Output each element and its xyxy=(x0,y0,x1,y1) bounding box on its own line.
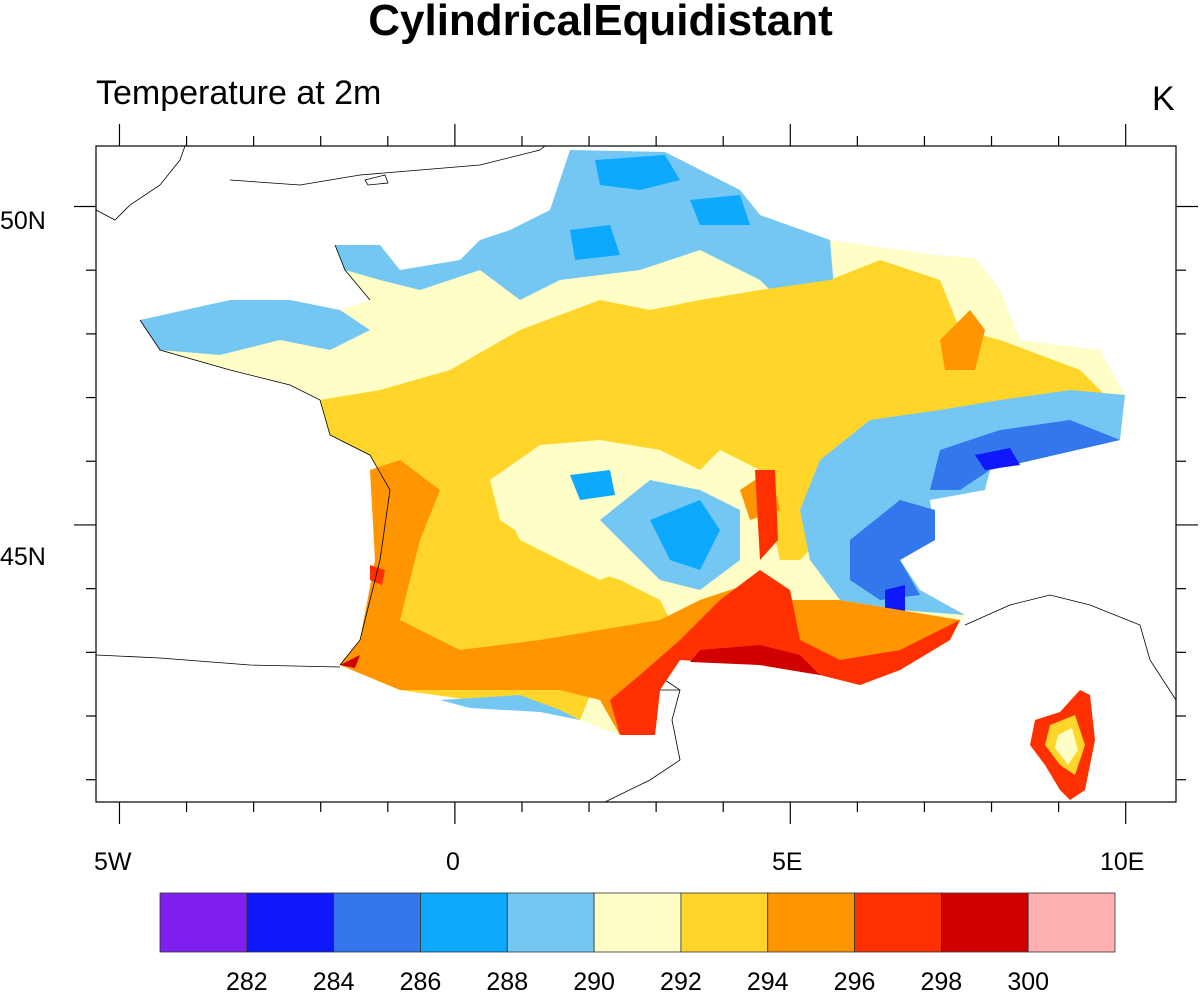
field-288-south xyxy=(440,695,580,720)
colorbar-box xyxy=(940,892,1029,953)
lat-label-50n: 50N xyxy=(0,207,46,235)
colorbar: 282 284 286 288 290 292 294 296 298 300 xyxy=(159,892,1116,992)
field-294 xyxy=(320,260,1110,720)
field-corsica-292 xyxy=(1055,728,1078,765)
colorbar-box xyxy=(1027,892,1116,953)
map-frame xyxy=(95,145,1177,803)
lon-label-0: 0 xyxy=(446,848,460,876)
lon-label-5w: 5W xyxy=(94,848,132,876)
colorbar-box xyxy=(767,892,855,953)
lat-label-45n: 45N xyxy=(0,543,46,571)
colorbar-box xyxy=(246,892,335,953)
field-290-brittany xyxy=(140,300,370,355)
colorbar-box xyxy=(506,892,595,953)
colorbar-label: 288 xyxy=(486,968,528,992)
colorbar-box xyxy=(593,892,682,953)
colorbar-label: 300 xyxy=(1007,968,1049,992)
colorbar-label: 286 xyxy=(400,968,442,992)
colorbar-label: 282 xyxy=(226,968,268,992)
plot-subtitle: Temperature at 2m xyxy=(96,74,382,112)
lon-label-10e: 10E xyxy=(1100,848,1145,876)
lon-label-5e: 5E xyxy=(772,848,803,876)
colorbar-box xyxy=(680,892,769,953)
colorbar-label: 296 xyxy=(834,968,876,992)
colorbar-label: 294 xyxy=(747,968,789,992)
units-label: K xyxy=(1152,80,1175,118)
axis-ticks xyxy=(74,124,1198,824)
plot-title: CylindricalEquidistant xyxy=(368,0,833,45)
field-300 xyxy=(340,645,820,675)
map-layer xyxy=(96,146,1176,802)
colorbar-label: 284 xyxy=(313,968,355,992)
colorbar-label: 298 xyxy=(921,968,963,992)
france-coastline xyxy=(139,244,680,691)
colorbar-box xyxy=(420,892,508,953)
colorbar-box xyxy=(159,892,248,953)
field-288-massif xyxy=(570,470,720,570)
field-284-alps xyxy=(885,448,1020,615)
colorbar-label: 292 xyxy=(660,968,702,992)
colorbar-box xyxy=(333,892,421,953)
colorbar-box xyxy=(854,892,942,953)
colorbar-label: 290 xyxy=(573,968,615,992)
field-288-north xyxy=(570,155,750,260)
